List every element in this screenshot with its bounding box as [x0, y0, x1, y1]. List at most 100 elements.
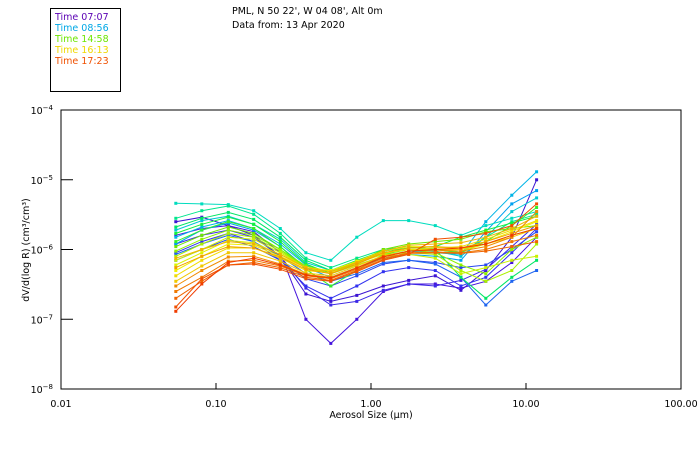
- data-point: [433, 240, 437, 244]
- data-point: [535, 202, 539, 206]
- data-point: [535, 242, 539, 246]
- data-point: [329, 299, 333, 303]
- data-point: [510, 251, 514, 255]
- data-point: [200, 254, 204, 258]
- data-point: [484, 235, 488, 239]
- data-point: [304, 267, 308, 271]
- data-point: [484, 267, 488, 271]
- data-point: [329, 341, 333, 345]
- data-point: [252, 228, 256, 232]
- data-point: [174, 296, 178, 300]
- data-point: [252, 231, 256, 235]
- data-point: [484, 242, 488, 246]
- data-point: [433, 251, 437, 255]
- data-point: [459, 246, 463, 250]
- data-point: [459, 269, 463, 272]
- data-point: [226, 255, 230, 259]
- data-point: [278, 231, 282, 235]
- data-point: [304, 286, 308, 290]
- legend-entry: Time 17:23: [55, 56, 109, 67]
- data-point: [381, 249, 385, 253]
- data-point: [535, 235, 539, 239]
- data-point: [278, 242, 282, 246]
- location-line: PML, N 50 22', W 04 08', Alt 0m: [232, 6, 383, 17]
- x-tick-label: 1.00: [360, 399, 381, 410]
- data-point: [329, 270, 333, 274]
- data-point: [200, 237, 204, 241]
- data-point: [174, 274, 178, 278]
- data-point: [329, 258, 333, 262]
- data-point: [510, 210, 514, 214]
- data-point: [226, 215, 230, 219]
- data-point: [459, 286, 463, 290]
- data-point: [459, 237, 463, 241]
- data-point: [510, 231, 514, 235]
- data-point: [304, 258, 308, 262]
- data-point: [459, 284, 463, 288]
- data-point: [459, 235, 463, 239]
- data-point: [304, 262, 308, 266]
- data-point: [510, 227, 514, 230]
- data-point: [278, 227, 282, 230]
- data-point: [355, 266, 359, 270]
- data-point: [510, 279, 514, 283]
- data-point: [329, 266, 333, 270]
- data-point: [484, 279, 488, 283]
- data-point: [174, 242, 178, 246]
- data-point: [174, 258, 178, 262]
- data-point: [226, 235, 230, 239]
- data-point: [535, 269, 539, 272]
- data-point: [484, 240, 488, 244]
- data-point: [407, 278, 411, 282]
- data-point: [433, 282, 437, 286]
- data-point: [200, 258, 204, 262]
- data-point: [510, 261, 514, 264]
- data-point: [381, 288, 385, 292]
- data-point: [278, 240, 282, 244]
- data-point: [433, 254, 437, 258]
- data-point: [252, 222, 256, 226]
- data-point: [174, 263, 178, 267]
- data-point: [329, 276, 333, 280]
- data-point: [484, 230, 488, 234]
- data-point: [510, 245, 514, 249]
- data-point: [226, 210, 230, 214]
- series-line: [175, 203, 537, 308]
- data-point: [484, 303, 488, 307]
- data-point: [200, 277, 204, 281]
- data-point: [484, 237, 488, 241]
- legend-entry: Time 16:13: [55, 45, 109, 56]
- data-point: [510, 202, 514, 206]
- data-point: [510, 224, 514, 228]
- data-point: [226, 245, 230, 249]
- data-point: [510, 216, 514, 220]
- data-point: [226, 231, 230, 235]
- data-point: [304, 284, 308, 288]
- data-point: [226, 204, 230, 208]
- data-point: [459, 249, 463, 253]
- data-point: [252, 256, 256, 260]
- data-point: [484, 224, 488, 228]
- data-point: [407, 246, 411, 250]
- data-point: [535, 230, 539, 234]
- data-point: [226, 242, 230, 246]
- data-point: [433, 274, 437, 278]
- x-axis-label: Aerosol Size (μm): [329, 410, 412, 421]
- data-point: [226, 263, 230, 267]
- data-point: [200, 269, 204, 272]
- data-point: [484, 220, 488, 224]
- data-point: [355, 264, 359, 268]
- data-point: [535, 219, 539, 223]
- data-point: [278, 263, 282, 267]
- data-point: [200, 251, 204, 255]
- data-point: [226, 220, 230, 224]
- x-tick-label: 100.00: [664, 399, 697, 410]
- data-point: [433, 284, 437, 288]
- data-point: [174, 279, 178, 283]
- data-point: [510, 275, 514, 279]
- data-point: [252, 217, 256, 221]
- data-point: [433, 252, 437, 256]
- data-point: [226, 228, 230, 232]
- data-point: [174, 251, 178, 255]
